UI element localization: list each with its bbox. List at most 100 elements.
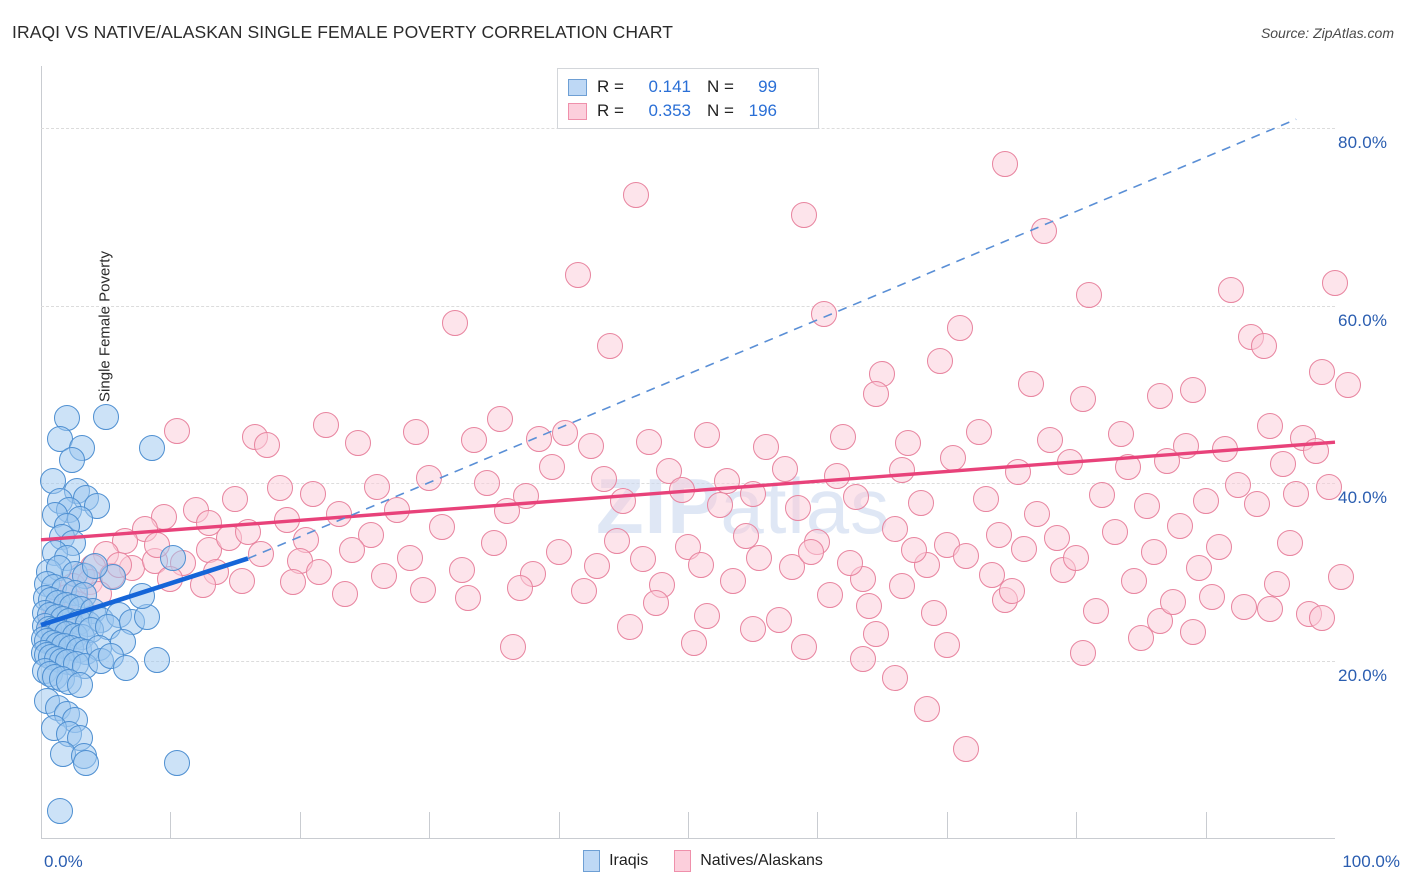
data-point [1037,427,1064,454]
data-point [1250,332,1277,359]
data-point [144,646,171,673]
data-point [1224,471,1251,498]
data-point [823,462,850,489]
data-point [1076,281,1103,308]
data-point [707,492,734,519]
y-axis-label-40: 40.0% [1338,488,1388,508]
data-point [597,332,624,359]
data-point [1030,218,1057,245]
data-point [1205,533,1232,560]
data-point [128,582,155,609]
data-point [59,446,86,473]
data-point [862,620,889,647]
data-point [590,465,617,492]
data-point [1108,421,1135,448]
data-point [1199,583,1226,610]
data-point [526,425,553,452]
data-point [474,470,501,497]
data-point [545,539,572,566]
data-point [1166,512,1193,539]
gridline-60 [41,305,1335,307]
data-point [642,589,669,616]
data-point [565,261,591,288]
data-point [299,480,326,507]
y-axis-label-20: 20.0% [1338,665,1388,685]
stats-n-value-1: 196 [748,101,777,120]
data-point [882,516,909,543]
data-point [409,576,436,603]
data-point [687,551,714,578]
data-point [694,603,721,630]
data-point [888,572,915,599]
data-point [66,672,93,699]
data-point [280,569,307,596]
data-point [791,202,818,229]
data-point [47,798,74,825]
data-point [416,464,443,491]
data-point [972,486,999,513]
x-tick-30 [429,812,431,838]
data-point [940,445,967,472]
data-point [1334,372,1361,399]
data-point [1283,480,1310,507]
data-point [765,606,792,633]
data-point [1011,535,1038,562]
data-point [1017,370,1044,397]
data-point [461,427,488,454]
data-point [927,347,954,374]
data-point [1160,588,1187,615]
data-point [1121,567,1148,594]
data-point [1309,604,1336,631]
data-point [810,301,837,328]
data-point [228,567,255,594]
data-point [946,314,973,341]
data-point [1140,539,1167,566]
data-point [817,581,844,608]
stats-r-label-0: R = [597,77,624,96]
data-point [953,542,980,569]
data-point [1127,625,1154,652]
data-point [1244,491,1271,518]
data-point [849,645,876,672]
data-point [306,558,333,585]
stats-r-value-1: 0.353 [648,101,691,120]
x-tick-50 [688,812,689,838]
data-point [325,501,352,528]
data-point [920,599,947,626]
data-point [1102,518,1129,545]
legend-swatch-natives [674,850,692,872]
stats-r-value-0: 0.141 [648,77,691,96]
trend-line-iraqis-extension [247,118,1297,560]
data-point [1089,482,1116,509]
data-point [681,629,708,656]
data-point [267,475,294,502]
data-point [694,422,721,449]
data-point [985,521,1012,548]
data-point [383,496,410,523]
stats-swatch-natives [568,102,587,120]
stats-n-value-0: 99 [758,77,777,96]
data-point [455,585,482,612]
data-point [1069,385,1096,412]
data-point [953,736,980,763]
data-point [629,546,656,573]
data-point [500,634,527,661]
data-point [784,494,811,521]
data-point [1147,383,1174,410]
data-point [113,654,140,681]
data-point [338,536,365,563]
data-point [849,565,876,592]
data-point [139,435,166,462]
legend-item-natives[interactable]: Natives/Alaskans [674,850,823,872]
data-point [668,477,695,504]
legend-item-iraqis[interactable]: Iraqis [583,850,648,872]
data-point [92,404,119,431]
plot-area: ZIPatlas [30,66,1361,838]
data-point [345,430,372,457]
x-tick-40 [558,812,560,838]
data-point [571,578,598,605]
data-point [312,412,339,439]
data-point [1063,545,1090,572]
data-point [1302,438,1329,465]
